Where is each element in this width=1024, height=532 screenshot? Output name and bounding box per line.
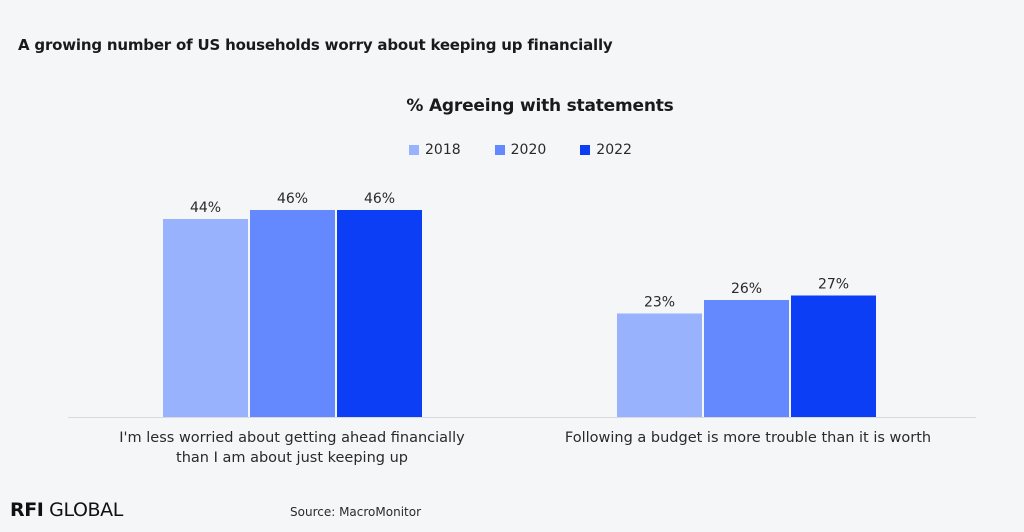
legend-swatch-2022 bbox=[580, 145, 591, 155]
legend-label-2018: 2018 bbox=[425, 142, 461, 158]
data-label-2022-cat1: 46% bbox=[364, 191, 395, 207]
bar-2022-cat2 bbox=[791, 295, 876, 417]
legend-item-2022: 2022 bbox=[580, 142, 632, 158]
chart-title: % Agreeing with statements bbox=[406, 96, 674, 116]
legend-item-2018: 2018 bbox=[409, 142, 461, 158]
brand-logo: RFI GLOBAL bbox=[10, 499, 123, 521]
legend: 2018 2020 2022 bbox=[409, 142, 632, 158]
legend-swatch-2018 bbox=[409, 145, 419, 155]
source-note: Source: MacroMonitor bbox=[290, 505, 422, 519]
data-label-2020-cat1: 46% bbox=[277, 191, 308, 207]
bar-2020-cat1 bbox=[250, 210, 335, 417]
legend-label-2022: 2022 bbox=[596, 142, 632, 158]
bar-2018-cat2 bbox=[617, 313, 702, 417]
page-title: A growing number of US households worry … bbox=[18, 36, 613, 54]
data-label-2022-cat2: 27% bbox=[818, 277, 849, 293]
legend-swatch-2020 bbox=[494, 145, 505, 155]
category-label-2-line-1: Following a budget is more trouble than … bbox=[564, 430, 932, 446]
data-label-2018-cat1: 44% bbox=[190, 200, 221, 216]
bar-2022-cat1 bbox=[337, 210, 422, 417]
category-label-1-line-1: I'm less worried about getting ahead fin… bbox=[119, 430, 465, 446]
brand-logo-bold: RFI bbox=[10, 499, 44, 521]
data-label-2018-cat2: 23% bbox=[644, 295, 675, 311]
category-label-2: Following a budget is more trouble than … bbox=[528, 428, 968, 448]
category-label-1-line-2: than I am about just keeping up bbox=[176, 450, 408, 466]
bar-2020-cat2 bbox=[704, 300, 789, 417]
bar-2018-cat1 bbox=[163, 219, 248, 417]
brand-logo-rest: GLOBAL bbox=[49, 499, 123, 521]
legend-label-2020: 2020 bbox=[510, 142, 547, 158]
legend-item-2020: 2020 bbox=[494, 142, 547, 158]
category-label-1: I'm less worried about getting ahead fin… bbox=[92, 428, 492, 468]
data-label-2020-cat2: 26% bbox=[731, 281, 762, 297]
